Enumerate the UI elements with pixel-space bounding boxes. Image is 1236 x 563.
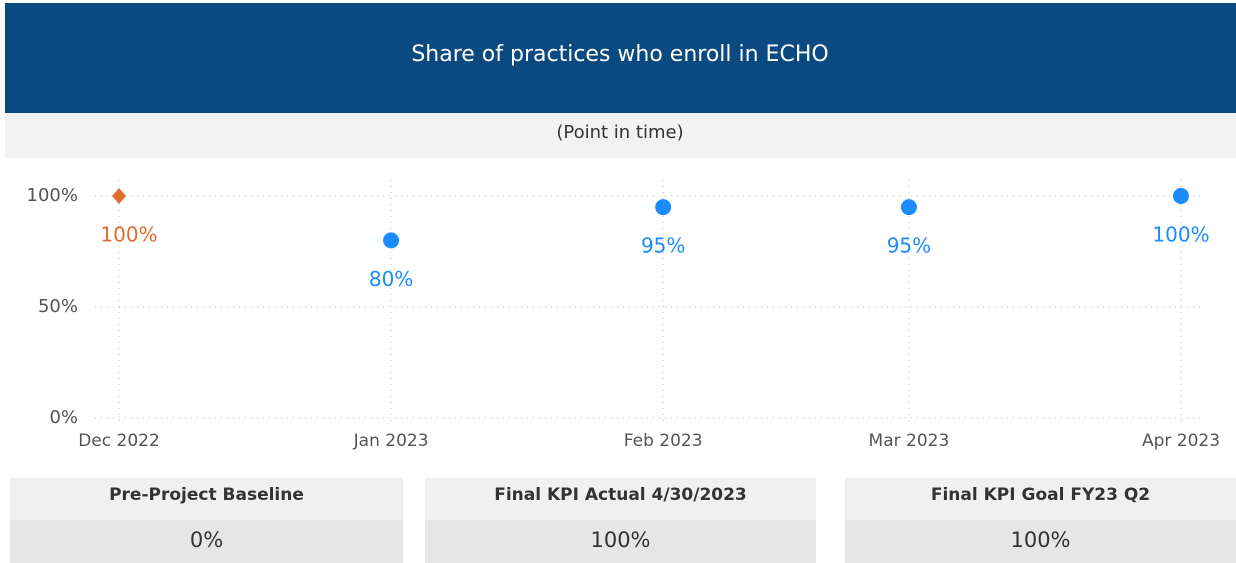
card-title-band [845,478,1236,520]
point [383,232,400,249]
subtitle-band [5,113,1236,158]
y-tick-label: 100% [27,185,78,206]
card-title: Final KPI Actual 4/30/2023 [494,485,747,505]
data-label: 95% [887,234,931,258]
card-value: 0% [190,528,223,552]
x-tick-label: Dec 2022 [78,431,160,451]
card-value-band [425,520,816,563]
data-label: 100% [100,223,157,247]
y-tick-label: 0% [49,407,78,428]
card-value: 100% [590,528,650,552]
card-value-band [10,520,403,563]
card-value: 100% [1010,528,1070,552]
point [655,199,672,216]
chart-title: Share of practices who enroll in ECHO [411,42,828,67]
header [5,3,1236,113]
card-title-band [425,478,816,520]
point [900,199,917,216]
x-tick-label: Jan 2023 [353,431,429,451]
data-label: 80% [369,267,413,291]
x-tick-label: Feb 2023 [624,431,703,451]
card-title: Final KPI Goal FY23 Q2 [931,485,1150,505]
subtitle: (Point in time) [556,122,683,143]
data-label: 100% [1152,223,1209,247]
y-tick-label: 50% [38,296,78,317]
point [1173,188,1189,204]
card-value-band [845,520,1236,563]
card-title: Pre-Project Baseline [109,485,304,505]
x-tick-label: Mar 2023 [869,431,950,451]
card-title-band [10,478,403,520]
data-label: 95% [641,234,685,258]
x-tick-label: Apr 2023 [1142,431,1220,451]
point [112,188,126,204]
